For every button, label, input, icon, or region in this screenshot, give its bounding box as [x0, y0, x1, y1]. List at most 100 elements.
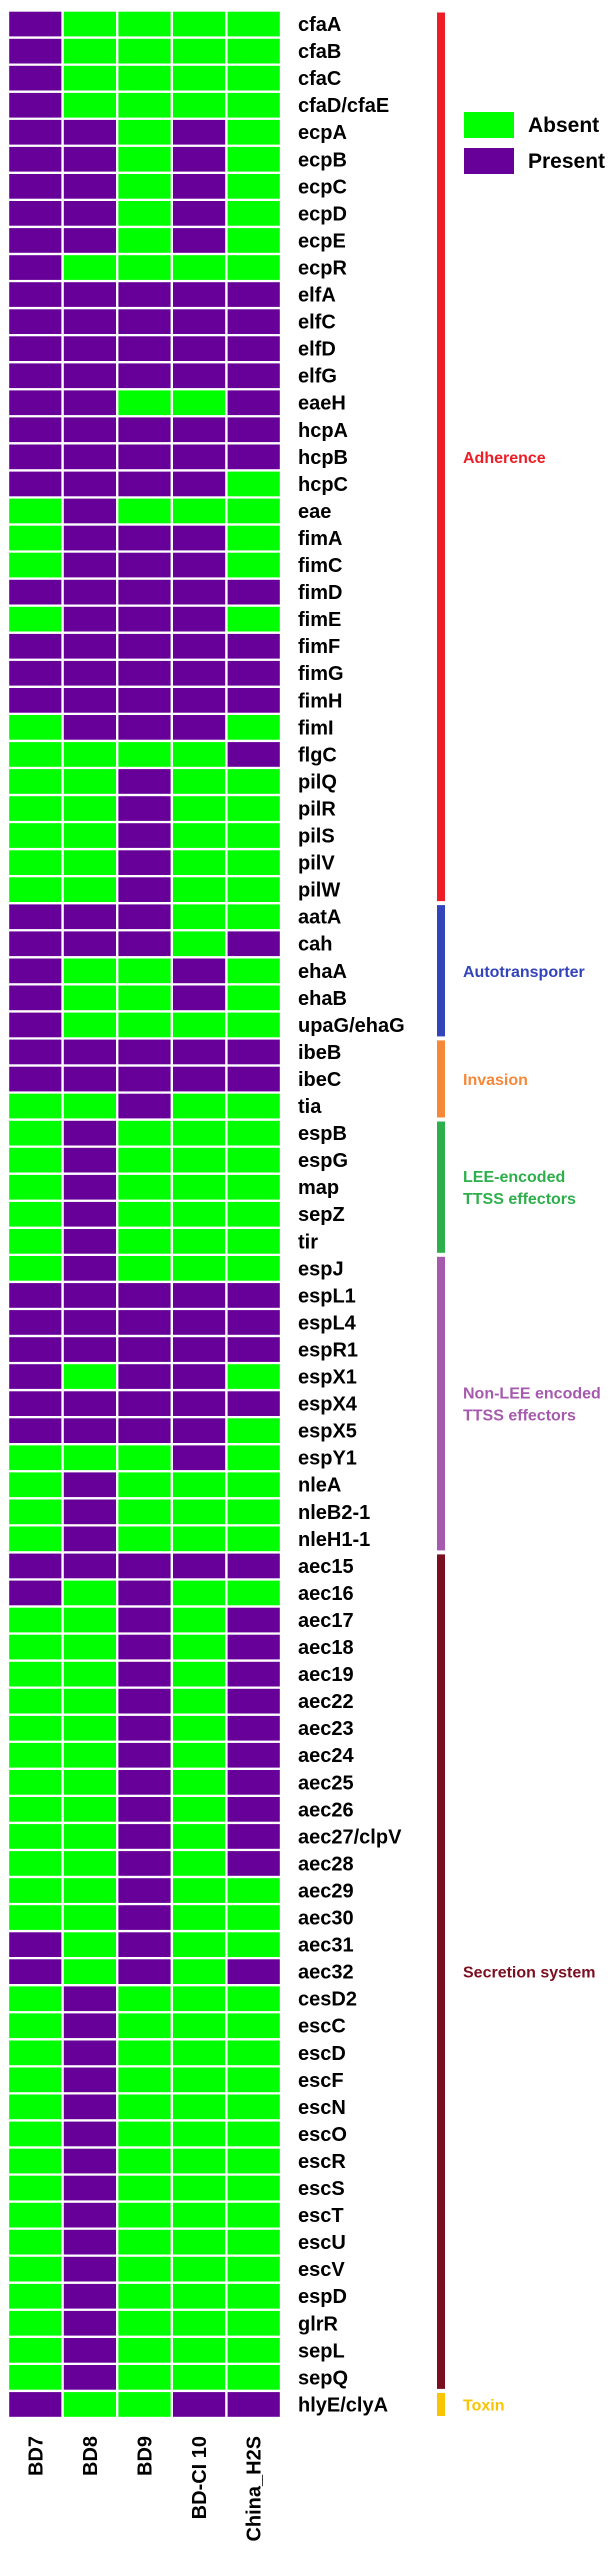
heatmap-cell — [118, 1391, 171, 1416]
heatmap-cell — [118, 1959, 171, 1984]
heatmap-cell — [118, 1283, 171, 1308]
heatmap-cell — [9, 2148, 62, 2174]
gene-label: aec29 — [298, 1881, 354, 1903]
heatmap-cell — [63, 2338, 116, 2363]
legend-label: Present — [528, 150, 605, 173]
heatmap-cell — [63, 1851, 116, 1876]
heatmap-cell — [63, 2040, 116, 2066]
heatmap-cell — [118, 1310, 171, 1335]
heatmap-cell — [173, 1147, 226, 1173]
gene-label: escN — [298, 2097, 346, 2119]
heatmap-cell — [9, 769, 62, 794]
category-label: Non-LEE encoded TTSS effectors — [463, 1386, 601, 1425]
heatmap-cell — [63, 498, 116, 524]
heatmap-cell — [173, 1445, 226, 1471]
heatmap-cell — [118, 958, 171, 984]
heatmap-cell — [63, 92, 116, 118]
heatmap-cell — [118, 1201, 171, 1227]
heatmap-cell — [63, 769, 116, 794]
heatmap-cell — [63, 1770, 116, 1795]
heatmap-cell — [118, 2229, 171, 2255]
heatmap-cell — [118, 606, 171, 632]
heatmap-cell — [63, 1526, 116, 1552]
heatmap-cell — [63, 1905, 116, 1930]
legend-swatch — [464, 112, 514, 138]
heatmap-cell — [173, 850, 226, 875]
gene-label: nleH1-1 — [298, 1529, 370, 1551]
gene-label: map — [298, 1177, 339, 1199]
heatmap-cell — [118, 282, 171, 307]
heatmap-cell — [118, 552, 171, 578]
heatmap-cell — [9, 1391, 62, 1416]
heatmap-cell — [118, 877, 171, 902]
heatmap-cell — [173, 417, 226, 443]
heatmap-cell — [227, 65, 280, 91]
heatmap-cell — [227, 1039, 280, 1065]
heatmap-cell — [173, 174, 226, 199]
heatmap-cell — [63, 1472, 116, 1498]
heatmap-cell — [9, 931, 62, 957]
heatmap-cell — [63, 2256, 116, 2282]
heatmap-cell — [118, 1093, 171, 1119]
heatmap-cell — [227, 742, 280, 767]
gene-label: ehaB — [298, 988, 347, 1010]
heatmap-cell — [63, 2229, 116, 2255]
heatmap-cell — [227, 2365, 280, 2390]
gene-label: fimG — [298, 663, 344, 685]
heatmap-cell — [118, 1499, 171, 1525]
heatmap-cell — [9, 2121, 62, 2147]
heatmap-cell — [63, 2283, 116, 2309]
heatmap-cell — [227, 255, 280, 280]
heatmap-cell — [118, 2256, 171, 2282]
heatmap-cell — [9, 2013, 62, 2039]
gene-label: ecpC — [298, 176, 347, 198]
heatmap-cell — [118, 985, 171, 1011]
heatmap-cell — [9, 660, 62, 686]
heatmap-cell — [173, 958, 226, 984]
heatmap-cell — [9, 2175, 62, 2201]
heatmap-cell — [118, 688, 171, 713]
heatmap-cell — [173, 11, 226, 37]
heatmap-cell — [118, 850, 171, 875]
gene-label: escT — [298, 2205, 344, 2227]
heatmap-cell — [63, 282, 116, 307]
heatmap-cell — [173, 1472, 226, 1498]
heatmap-cell — [63, 2067, 116, 2093]
heatmap-cell — [173, 119, 226, 145]
heatmap-cell — [63, 471, 116, 497]
heatmap-cell — [118, 444, 171, 470]
heatmap-cell — [9, 1445, 62, 1471]
heatmap-cell — [63, 1256, 116, 1281]
heatmap-cell — [9, 119, 62, 145]
gene-label: hcpA — [298, 420, 348, 442]
heatmap-cell — [63, 2094, 116, 2120]
heatmap-cell — [63, 1742, 116, 1768]
gene-label: pilW — [298, 880, 340, 902]
heatmap-cell — [227, 850, 280, 875]
heatmap-cell — [63, 525, 116, 551]
heatmap-cell — [118, 498, 171, 524]
gene-label: glrR — [298, 2313, 339, 2335]
heatmap-cell — [63, 579, 116, 605]
heatmap-cell — [63, 715, 116, 740]
heatmap-cell — [173, 92, 226, 118]
heatmap-cell — [173, 1607, 226, 1633]
heatmap-cell — [227, 2175, 280, 2201]
heatmap-cell — [9, 363, 62, 389]
heatmap-cell — [118, 769, 171, 794]
gene-label: aec30 — [298, 1908, 354, 1930]
heatmap-cell — [118, 1770, 171, 1795]
heatmap-cell — [9, 1742, 62, 1768]
gene-label: espY1 — [298, 1448, 357, 1470]
heatmap-cell — [63, 552, 116, 578]
heatmap-cell — [118, 2175, 171, 2201]
heatmap-cell — [118, 2283, 171, 2309]
gene-label: nleA — [298, 1475, 341, 1497]
heatmap-cell — [63, 931, 116, 957]
heatmap-cell — [173, 931, 226, 957]
heatmap-cell — [118, 1364, 171, 1389]
heatmap-cell — [63, 417, 116, 443]
heatmap-cell — [227, 1742, 280, 1768]
heatmap-cell — [9, 1932, 62, 1957]
category-bar — [437, 1554, 445, 2389]
